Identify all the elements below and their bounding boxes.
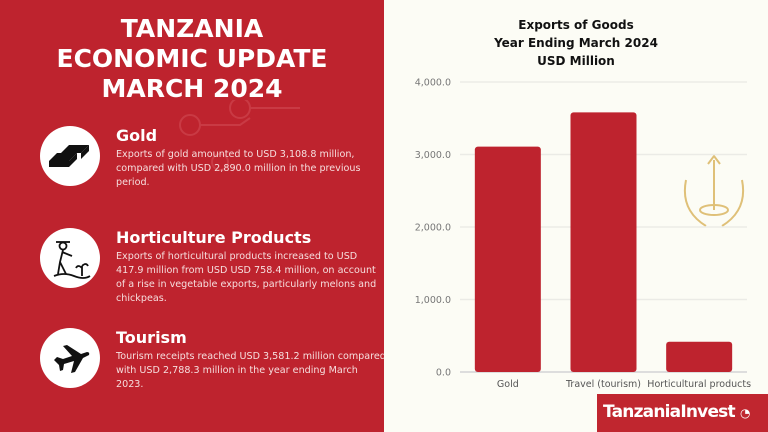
decorative-circuit-lines [179, 100, 300, 171]
section-heading: Horticulture Products [116, 228, 312, 247]
chart-panel: Exports of Goods Year Ending March 2024 … [384, 0, 768, 432]
chart-title-line: Exports of Goods [518, 18, 634, 32]
x-tick-label: Travel (tourism) [565, 379, 641, 390]
section-text: Tourism receipts reached USD 3,581.2 mil… [116, 351, 384, 390]
y-tick-label: 3,000.0 [415, 150, 451, 161]
section-heading: Tourism [116, 328, 187, 347]
farmer-planting-icon [40, 228, 100, 288]
chart-title-line: USD Million [537, 54, 615, 68]
chart-title-line: Year Ending March 2024 [494, 36, 658, 50]
y-tick-label: 4,000.0 [415, 78, 451, 89]
section-text: Exports of gold amounted to USD 3,108.8 … [116, 149, 361, 188]
page-title: TANZANIA ECONOMIC UPDATE MARCH 2024 [0, 14, 384, 104]
title-line: TANZANIA [120, 14, 264, 43]
section-text: Exports of horticultural products increa… [116, 251, 377, 304]
bank-seal-watermark [684, 154, 744, 227]
bar [474, 146, 541, 372]
bar [666, 341, 733, 372]
y-tick-label: 1,000.0 [415, 295, 451, 306]
x-tick-label: Gold [497, 379, 519, 390]
summary-panel: TANZANIA ECONOMIC UPDATE MARCH 2024 Gold… [0, 0, 384, 432]
logo-text: TanzaniaInvest [603, 402, 736, 422]
airplane-icon [40, 328, 100, 388]
y-tick-label: 0.0 [436, 368, 451, 379]
bar-chart: 0.0 1,000.0 2,000.0 3,000.0 4,000.0 Gold Trave… [415, 78, 751, 391]
tanzaniainvest-logo: TanzaniaInvest ◔ [597, 394, 768, 432]
y-tick-label: 2,000.0 [415, 223, 451, 234]
wifi-map-icon: ◔ [739, 406, 750, 420]
title-line: ECONOMIC UPDATE [56, 44, 328, 73]
gold-bars-icon [40, 126, 100, 186]
section-heading: Gold [116, 126, 158, 145]
chart-title: Exports of Goods Year Ending March 2024 … [384, 16, 768, 70]
title-line: MARCH 2024 [101, 74, 283, 103]
x-tick-label: Horticultural products [647, 379, 751, 390]
bar [570, 112, 637, 372]
